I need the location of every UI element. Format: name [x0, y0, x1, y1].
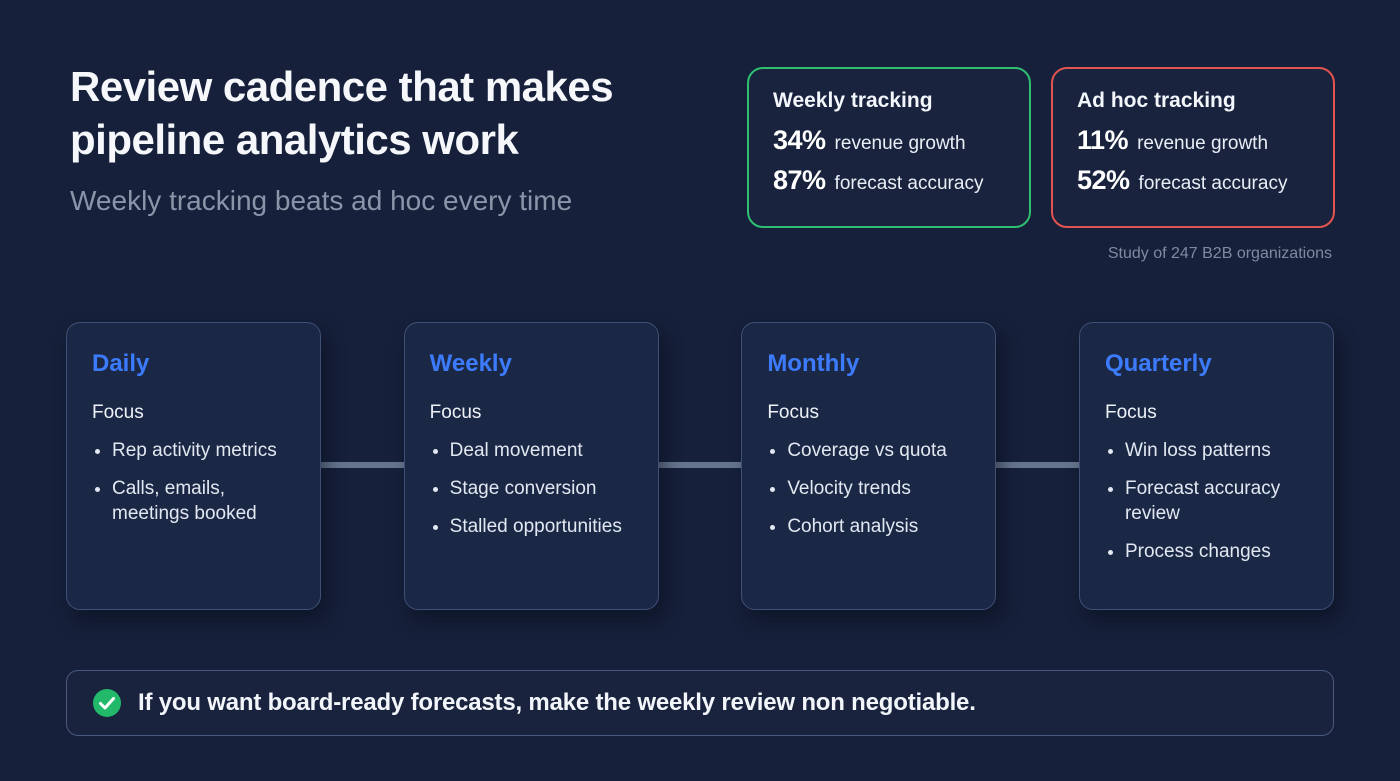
cadence-cards: Daily Focus Rep activity metrics Calls, …: [66, 322, 1334, 610]
cadence-card-quarterly: Quarterly Focus Win loss patterns Foreca…: [1078, 322, 1334, 610]
stat-line: 52% forecast accuracy: [1077, 165, 1309, 196]
focus-item: Calls, emails, meetings booked: [112, 476, 295, 526]
focus-label: Focus: [1104, 402, 1157, 423]
stat-value: 52%: [1077, 165, 1130, 195]
cadence-row: Daily Focus Rep activity metrics Calls, …: [66, 322, 1334, 610]
stat-label: revenue growth: [834, 133, 966, 154]
stat-line: 34% revenue growth: [773, 125, 1005, 156]
focus-item: Process changes: [1125, 539, 1308, 564]
cadence-card-monthly: Monthly Focus Coverage vs quota Velocity…: [741, 322, 997, 610]
stat-value: 34%: [773, 125, 826, 155]
stat-label: forecast accuracy: [834, 173, 984, 194]
timeline-connector-line: [76, 462, 1324, 468]
stat-card-title: Weekly tracking: [773, 89, 933, 112]
cadence-card-title: Monthly: [767, 350, 860, 377]
focus-item: Coverage vs quota: [787, 438, 970, 463]
focus-item: Stalled opportunities: [450, 514, 633, 539]
comparison-row: Weekly tracking 34% revenue growth 87% f…: [747, 67, 1335, 228]
cadence-card-daily: Daily Focus Rep activity metrics Calls, …: [66, 322, 321, 610]
focus-item: Cohort analysis: [787, 514, 970, 539]
focus-list: Rep activity metrics Calls, emails, meet…: [92, 438, 295, 526]
stat-line: 87% forecast accuracy: [773, 165, 1005, 196]
focus-item: Deal movement: [450, 438, 633, 463]
focus-item: Velocity trends: [787, 476, 970, 501]
page-subtitle: Weekly tracking beats ad hoc every time: [70, 184, 573, 216]
focus-item: Forecast accuracy review: [1125, 476, 1308, 526]
page-title: Review cadence that makes pipeline analy…: [70, 63, 614, 164]
takeaway-message: If you want board-ready forecasts, make …: [138, 689, 976, 716]
check-circle-icon: [93, 689, 121, 717]
focus-list: Win loss patterns Forecast accuracy revi…: [1105, 438, 1308, 564]
focus-label: Focus: [767, 402, 820, 423]
focus-label: Focus: [92, 402, 144, 423]
stat-line: 11% revenue growth: [1077, 125, 1309, 156]
cadence-card-title: Daily: [92, 350, 150, 377]
stat-card-adhoc-tracking: Ad hoc tracking 11% revenue growth 52% f…: [1051, 67, 1335, 228]
cadence-card-weekly: Weekly Focus Deal movement Stage convers…: [403, 322, 659, 610]
stat-label: forecast accuracy: [1138, 173, 1288, 194]
focus-list: Deal movement Stage conversion Stalled o…: [430, 438, 633, 539]
focus-list: Coverage vs quota Velocity trends Cohort…: [767, 438, 970, 539]
focus-label: Focus: [429, 402, 482, 423]
takeaway-banner: If you want board-ready forecasts, make …: [66, 670, 1334, 736]
focus-item: Win loss patterns: [1125, 438, 1308, 463]
stat-label: revenue growth: [1137, 133, 1269, 154]
cadence-card-title: Weekly: [429, 350, 512, 377]
header: Review cadence that makes pipeline analy…: [70, 60, 710, 217]
source-note: Study of 247 B2B organizations: [1107, 245, 1332, 262]
focus-item: Rep activity metrics: [112, 438, 295, 463]
stat-card-title: Ad hoc tracking: [1077, 89, 1236, 112]
focus-item: Stage conversion: [450, 476, 633, 501]
cadence-card-title: Quarterly: [1104, 350, 1212, 377]
stat-card-weekly-tracking: Weekly tracking 34% revenue growth 87% f…: [747, 67, 1031, 228]
stat-value: 87%: [773, 165, 826, 195]
stat-value: 11%: [1077, 125, 1129, 155]
